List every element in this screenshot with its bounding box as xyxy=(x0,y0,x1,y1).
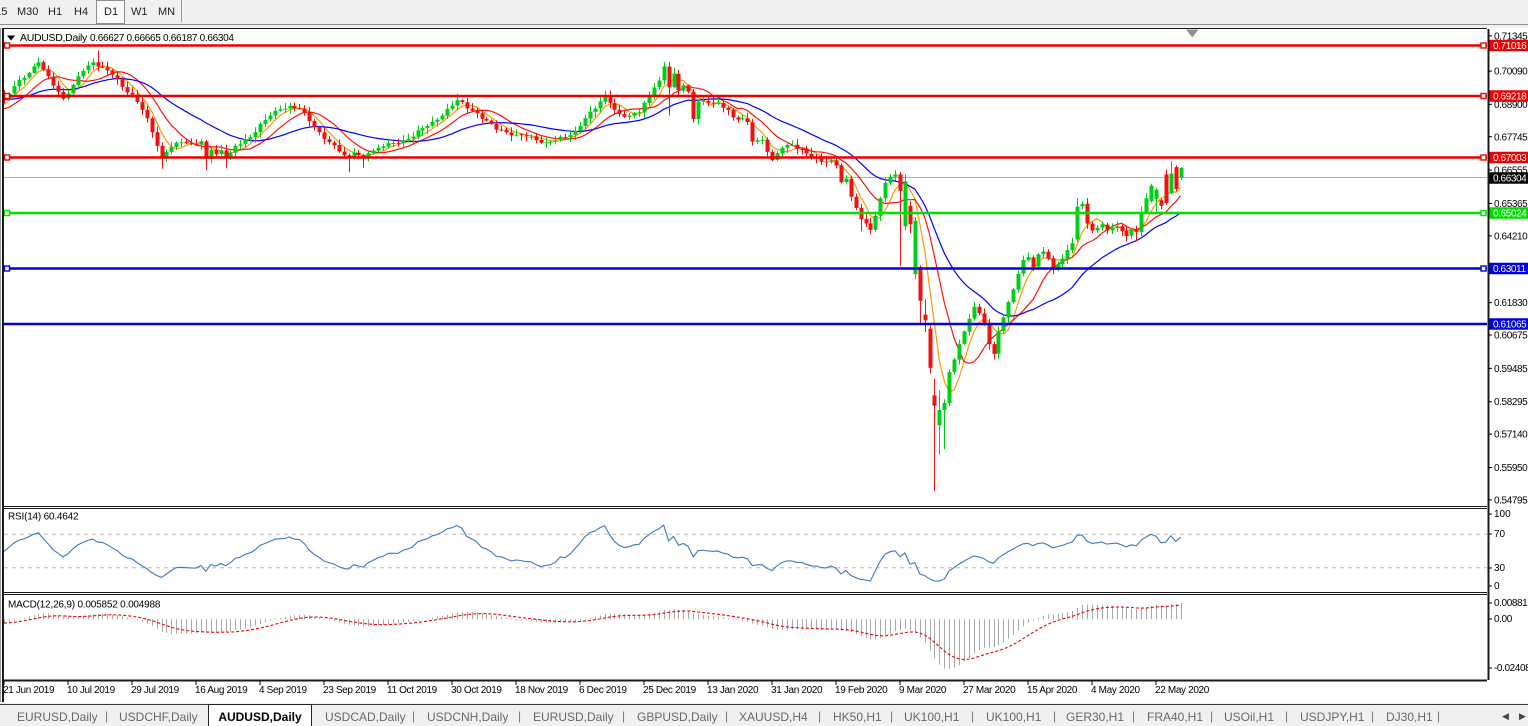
svg-text:0.70090: 0.70090 xyxy=(1494,67,1528,78)
svg-text:0.66555: 0.66555 xyxy=(1494,166,1528,177)
svg-text:0.008815: 0.008815 xyxy=(1494,598,1528,609)
svg-text:30 Oct 2019: 30 Oct 2019 xyxy=(451,685,502,696)
svg-text:0.61830: 0.61830 xyxy=(1494,298,1528,309)
svg-text:0.57140: 0.57140 xyxy=(1494,430,1528,441)
svg-text:0.63011: 0.63011 xyxy=(1493,264,1526,275)
svg-text:0.71345: 0.71345 xyxy=(1494,31,1528,42)
svg-text:25 Dec 2019: 25 Dec 2019 xyxy=(643,685,697,696)
svg-text:23 Sep 2019: 23 Sep 2019 xyxy=(323,685,377,696)
svg-text:0.65365: 0.65365 xyxy=(1494,199,1528,210)
svg-text:100: 100 xyxy=(1494,509,1511,520)
svg-text:9 Mar 2020: 9 Mar 2020 xyxy=(899,685,947,696)
svg-text:10 Jul 2019: 10 Jul 2019 xyxy=(67,685,116,696)
svg-text:13 Jan 2020: 13 Jan 2020 xyxy=(707,685,759,696)
svg-text:11 Oct 2019: 11 Oct 2019 xyxy=(387,685,438,696)
svg-text:29 Jul 2019: 29 Jul 2019 xyxy=(131,685,180,696)
svg-text:30: 30 xyxy=(1494,563,1506,574)
svg-text:4 Sep 2019: 4 Sep 2019 xyxy=(259,685,307,696)
svg-text:0.66304: 0.66304 xyxy=(1493,174,1527,185)
svg-text:0.55950: 0.55950 xyxy=(1494,463,1528,474)
svg-text:19 Feb 2020: 19 Feb 2020 xyxy=(835,685,888,696)
svg-text:0.61065: 0.61065 xyxy=(1493,320,1527,331)
svg-text:16 Aug 2019: 16 Aug 2019 xyxy=(195,685,248,696)
svg-text:31 Jan 2020: 31 Jan 2020 xyxy=(771,685,823,696)
svg-text:MACD(12,26,9) 0.005852 0.00498: MACD(12,26,9) 0.005852 0.004988 xyxy=(8,600,161,611)
svg-text:0.67003: 0.67003 xyxy=(1493,153,1527,164)
svg-text:AUDUSD,Daily: AUDUSD,Daily xyxy=(20,32,88,44)
svg-text:0.66627 0.66665 0.66187 0.6630: 0.66627 0.66665 0.66187 0.66304 xyxy=(90,33,234,44)
svg-text:-0.02408: -0.02408 xyxy=(1494,663,1528,674)
svg-text:0.69218: 0.69218 xyxy=(1493,92,1527,103)
svg-text:15 Apr 2020: 15 Apr 2020 xyxy=(1027,685,1078,696)
svg-text:0.60675: 0.60675 xyxy=(1494,331,1528,342)
svg-text:0.68900: 0.68900 xyxy=(1494,100,1528,111)
svg-text:RSI(14) 60.4642: RSI(14) 60.4642 xyxy=(8,512,79,523)
svg-text:21 Jun 2019: 21 Jun 2019 xyxy=(3,685,55,696)
svg-text:0.59485: 0.59485 xyxy=(1494,364,1528,375)
svg-text:0: 0 xyxy=(1494,581,1500,592)
svg-text:0.54795: 0.54795 xyxy=(1494,495,1528,506)
svg-text:0.58295: 0.58295 xyxy=(1494,397,1528,408)
svg-text:4 May 2020: 4 May 2020 xyxy=(1091,685,1141,696)
svg-text:27 Mar 2020: 27 Mar 2020 xyxy=(963,685,1016,696)
svg-text:6 Dec 2019: 6 Dec 2019 xyxy=(579,685,627,696)
svg-text:0.67745: 0.67745 xyxy=(1494,132,1528,143)
svg-text:0.00: 0.00 xyxy=(1494,614,1513,625)
svg-text:22 May 2020: 22 May 2020 xyxy=(1155,685,1210,696)
svg-text:70: 70 xyxy=(1494,529,1506,540)
svg-text:0.64210: 0.64210 xyxy=(1494,231,1528,242)
svg-text:0.71016: 0.71016 xyxy=(1493,41,1527,52)
svg-text:18 Nov 2019: 18 Nov 2019 xyxy=(515,685,569,696)
svg-text:0.65024: 0.65024 xyxy=(1493,209,1527,220)
